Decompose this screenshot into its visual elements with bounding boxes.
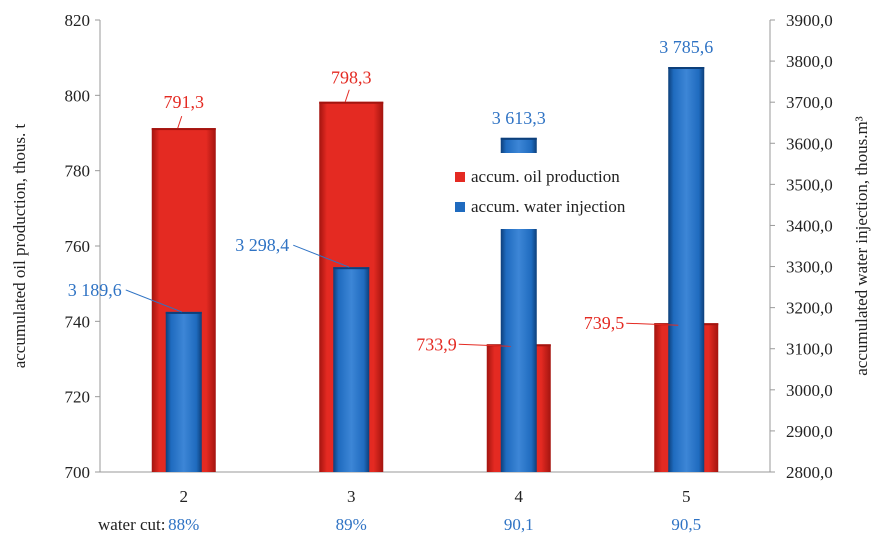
water-label-leader: [293, 244, 350, 268]
right-tick-label: 2800,0: [786, 463, 833, 482]
legend-box: [449, 153, 667, 229]
water-data-label: 3 298,4: [235, 235, 289, 255]
oil-bar-top: [151, 128, 216, 131]
left-tick-label: 700: [65, 463, 91, 482]
oil-label-leader: [177, 115, 183, 129]
right-axis-title: accumulated water injection, thous.m³: [852, 116, 871, 376]
left-tick-label: 820: [65, 11, 91, 30]
oil-data-label: 798,3: [331, 68, 372, 88]
water-cut-value: 89%: [336, 515, 367, 534]
water-data-label: 3 189,6: [68, 280, 122, 300]
right-tick-label: 3000,0: [786, 381, 833, 400]
legend-label-oil: accum. oil production: [471, 167, 620, 186]
water-bar-top: [500, 137, 537, 140]
right-tick-label: 3500,0: [786, 175, 833, 194]
right-tick-label: 3200,0: [786, 299, 833, 318]
right-tick-label: 3900,0: [786, 11, 833, 30]
right-tick-label: 3800,0: [786, 52, 833, 71]
oil-data-label: 739,5: [584, 313, 625, 333]
x-tick-label: 4: [515, 487, 524, 506]
water-bar-top: [668, 67, 705, 70]
x-tick-label: 2: [180, 487, 189, 506]
water-cut-value: 90,5: [671, 515, 701, 534]
left-tick-label: 740: [65, 312, 91, 331]
water-bar: [333, 267, 370, 472]
right-tick-label: 3300,0: [786, 258, 833, 277]
oil-label-leader: [458, 343, 511, 347]
water-cut-value: 88%: [168, 515, 199, 534]
oil-bar-top: [319, 101, 384, 104]
right-tick-label: 3600,0: [786, 134, 833, 153]
water-data-label: 3 613,3: [492, 108, 546, 128]
right-tick-label: 3400,0: [786, 216, 833, 235]
left-tick-label: 800: [65, 86, 91, 105]
water-data-label: 3 785,6: [659, 37, 713, 57]
water-bar-top: [165, 311, 202, 314]
x-tick-label: 5: [682, 487, 691, 506]
right-tick-label: 3100,0: [786, 340, 833, 359]
right-tick-label: 2900,0: [786, 422, 833, 441]
water-label-leader: [125, 289, 182, 313]
left-tick-label: 720: [65, 388, 91, 407]
oil-label-leader: [626, 322, 679, 326]
left-tick-label: 760: [65, 237, 91, 256]
right-tick-label: 3700,0: [786, 93, 833, 112]
x-tick-label: 3: [347, 487, 356, 506]
water-cut-label: water cut:: [98, 515, 166, 534]
oil-data-label: 791,3: [164, 92, 205, 112]
left-tick-label: 780: [65, 162, 91, 181]
legend-swatch-water: [455, 202, 465, 212]
legend-swatch-oil: [455, 172, 465, 182]
left-axis-title: accumulated oil production, thous. t: [10, 123, 29, 368]
water-bar-top: [333, 267, 370, 270]
legend-label-water: accum. water injection: [471, 197, 626, 216]
water-cut-value: 90,1: [504, 515, 534, 534]
oil-label-leader: [344, 89, 350, 102]
water-bar: [165, 311, 202, 472]
water-bar: [668, 67, 705, 473]
oil-data-label: 733,9: [416, 334, 457, 354]
